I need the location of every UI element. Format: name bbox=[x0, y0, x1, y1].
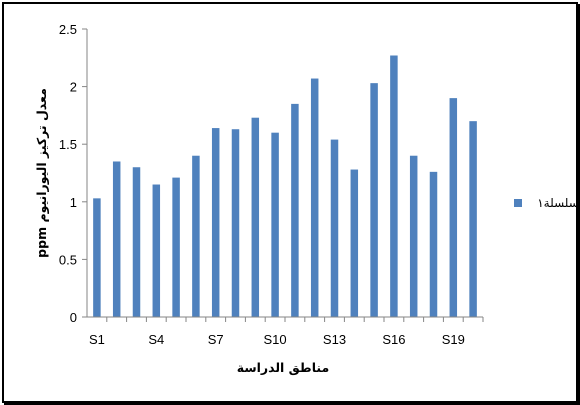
x-tick-label: S7 bbox=[208, 332, 224, 347]
y-tick-label: 1 bbox=[70, 195, 77, 210]
legend-label: سلسلة١ bbox=[537, 196, 579, 210]
y-tick-label: 0 bbox=[70, 310, 77, 325]
bar-s16 bbox=[390, 55, 398, 317]
bar-s10 bbox=[271, 132, 279, 317]
bar-s12 bbox=[310, 78, 319, 317]
bar-s9 bbox=[251, 117, 260, 317]
legend: سلسلة١ bbox=[514, 196, 579, 210]
bar-s14 bbox=[350, 169, 359, 317]
bar-s6 bbox=[192, 155, 200, 317]
y-tick-label: 0.5 bbox=[59, 252, 77, 267]
x-axis-title: مناطق الدراسة bbox=[237, 360, 329, 375]
bar-s8 bbox=[231, 129, 240, 317]
x-tick-label: S19 bbox=[442, 332, 465, 347]
x-tick-label: S1 bbox=[89, 332, 105, 347]
y-axis-ticks: 0 0.5 1 1.5 2 2.5 bbox=[59, 22, 87, 325]
bar-s7 bbox=[211, 128, 220, 317]
bar-s15 bbox=[370, 83, 378, 317]
y-tick-label: 1.5 bbox=[59, 137, 77, 152]
x-axis-ticks: S1 S4 S7 S10 S13 S16 S19 bbox=[89, 317, 484, 347]
bar-s17 bbox=[409, 155, 418, 317]
bar-s20 bbox=[469, 121, 477, 317]
y-tick-label: 2 bbox=[70, 80, 77, 95]
bar-s4 bbox=[152, 184, 161, 317]
bar-s1 bbox=[93, 198, 101, 317]
bar-s18 bbox=[429, 171, 438, 317]
y-axis-title: معدل تركيز اليورانيوم ppm bbox=[34, 88, 50, 258]
bar-s3 bbox=[132, 167, 141, 317]
bar-s13 bbox=[330, 139, 339, 317]
bar-s5 bbox=[172, 177, 180, 317]
bar-series bbox=[93, 55, 477, 318]
bar-s19 bbox=[449, 98, 458, 318]
bar-s2 bbox=[112, 161, 121, 317]
y-tick-label: 2.5 bbox=[59, 22, 77, 37]
x-tick-label: S16 bbox=[382, 332, 405, 347]
x-tick-label: S13 bbox=[323, 332, 346, 347]
legend-swatch bbox=[514, 199, 522, 207]
x-tick-label: S4 bbox=[148, 332, 164, 347]
bar-s11 bbox=[291, 103, 299, 317]
x-tick-label: S10 bbox=[264, 332, 287, 347]
